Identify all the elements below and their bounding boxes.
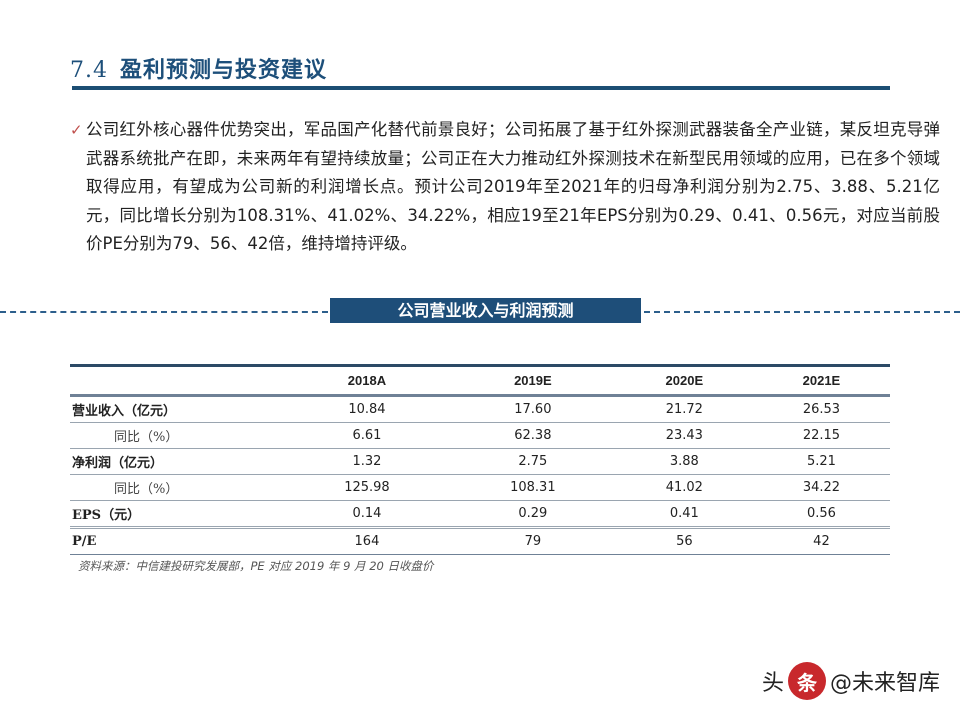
cell: 34.22 [752, 474, 890, 501]
cell: 22.15 [752, 422, 890, 449]
watermark: 头 条 @未来智库 [762, 662, 940, 700]
header-cell: 2020E [615, 364, 753, 397]
row-label: 同比（%） [70, 422, 284, 449]
summary-bullet: ✓ 公司红外核心器件优势突出，军品国产化替代前景良好；公司拓展了基于红外探测武器… [70, 116, 940, 259]
dashed-divider-right [644, 311, 960, 313]
toutiao-logo-icon: 条 [788, 662, 827, 700]
cell: 26.53 [752, 395, 890, 423]
table-row: 同比（%） 125.98 108.31 41.02 34.22 [70, 474, 890, 501]
cell: 62.38 [449, 422, 616, 449]
cell: 0.41 [615, 500, 753, 528]
cell: 21.72 [615, 395, 753, 423]
cell: 1.32 [284, 448, 450, 475]
cell: 41.02 [615, 474, 753, 501]
row-label: 同比（%） [70, 474, 284, 501]
table-row: P/E 164 79 56 42 [70, 526, 890, 555]
cell: 17.60 [449, 395, 616, 423]
cell: 125.98 [284, 474, 450, 501]
watermark-text: @未来智库 [830, 671, 941, 696]
cell: 79 [449, 526, 616, 555]
cell: 164 [284, 526, 450, 555]
cell: 10.84 [284, 395, 450, 423]
cell: 3.88 [615, 448, 753, 475]
header-cell [70, 364, 284, 397]
cell: 23.43 [615, 422, 753, 449]
table-row: 净利润（亿元） 1.32 2.75 3.88 5.21 [70, 448, 890, 475]
page-title: 7.4 盈利预测与投资建议 [70, 52, 327, 84]
header-cell: 2021E [752, 364, 890, 397]
cell: 0.14 [284, 500, 450, 528]
header-cell: 2018A [284, 364, 450, 397]
title-divider [72, 86, 890, 90]
cell: 5.21 [752, 448, 890, 475]
forecast-table: 2018A 2019E 2020E 2021E 营业收入（亿元） 10.84 1… [70, 364, 890, 555]
cell: 56 [615, 526, 753, 555]
row-label: 净利润（亿元） [70, 448, 284, 475]
table-row: EPS（元） 0.14 0.29 0.41 0.56 [70, 500, 890, 528]
cell: 2.75 [449, 448, 616, 475]
row-label: EPS（元） [70, 500, 284, 528]
check-icon: ✓ [70, 121, 83, 139]
section-title: 盈利预测与投资建议 [120, 57, 328, 83]
source-note: 资料来源：中信建投研究发展部，PE 对应 2019 年 9 月 20 日收盘价 [78, 559, 434, 573]
table-caption: 公司营业收入与利润预测 [330, 298, 641, 323]
row-label: 营业收入（亿元） [70, 395, 284, 423]
row-label: P/E [70, 526, 284, 555]
table-row: 营业收入（亿元） 10.84 17.60 21.72 26.53 [70, 395, 890, 423]
cell: 6.61 [284, 422, 450, 449]
table-header-row: 2018A 2019E 2020E 2021E [70, 364, 890, 397]
header-cell: 2019E [449, 364, 616, 397]
cell: 42 [752, 526, 890, 555]
cell: 0.29 [449, 500, 616, 528]
cell: 0.56 [752, 500, 890, 528]
dashed-divider-left [0, 311, 328, 313]
section-number: 7.4 [70, 58, 108, 83]
watermark-prefix: 头 [762, 671, 785, 696]
cell: 108.31 [449, 474, 616, 501]
summary-text: 公司红外核心器件优势突出，军品国产化替代前景良好；公司拓展了基于红外探测武器装备… [86, 120, 940, 253]
table-row: 同比（%） 6.61 62.38 23.43 22.15 [70, 422, 890, 449]
